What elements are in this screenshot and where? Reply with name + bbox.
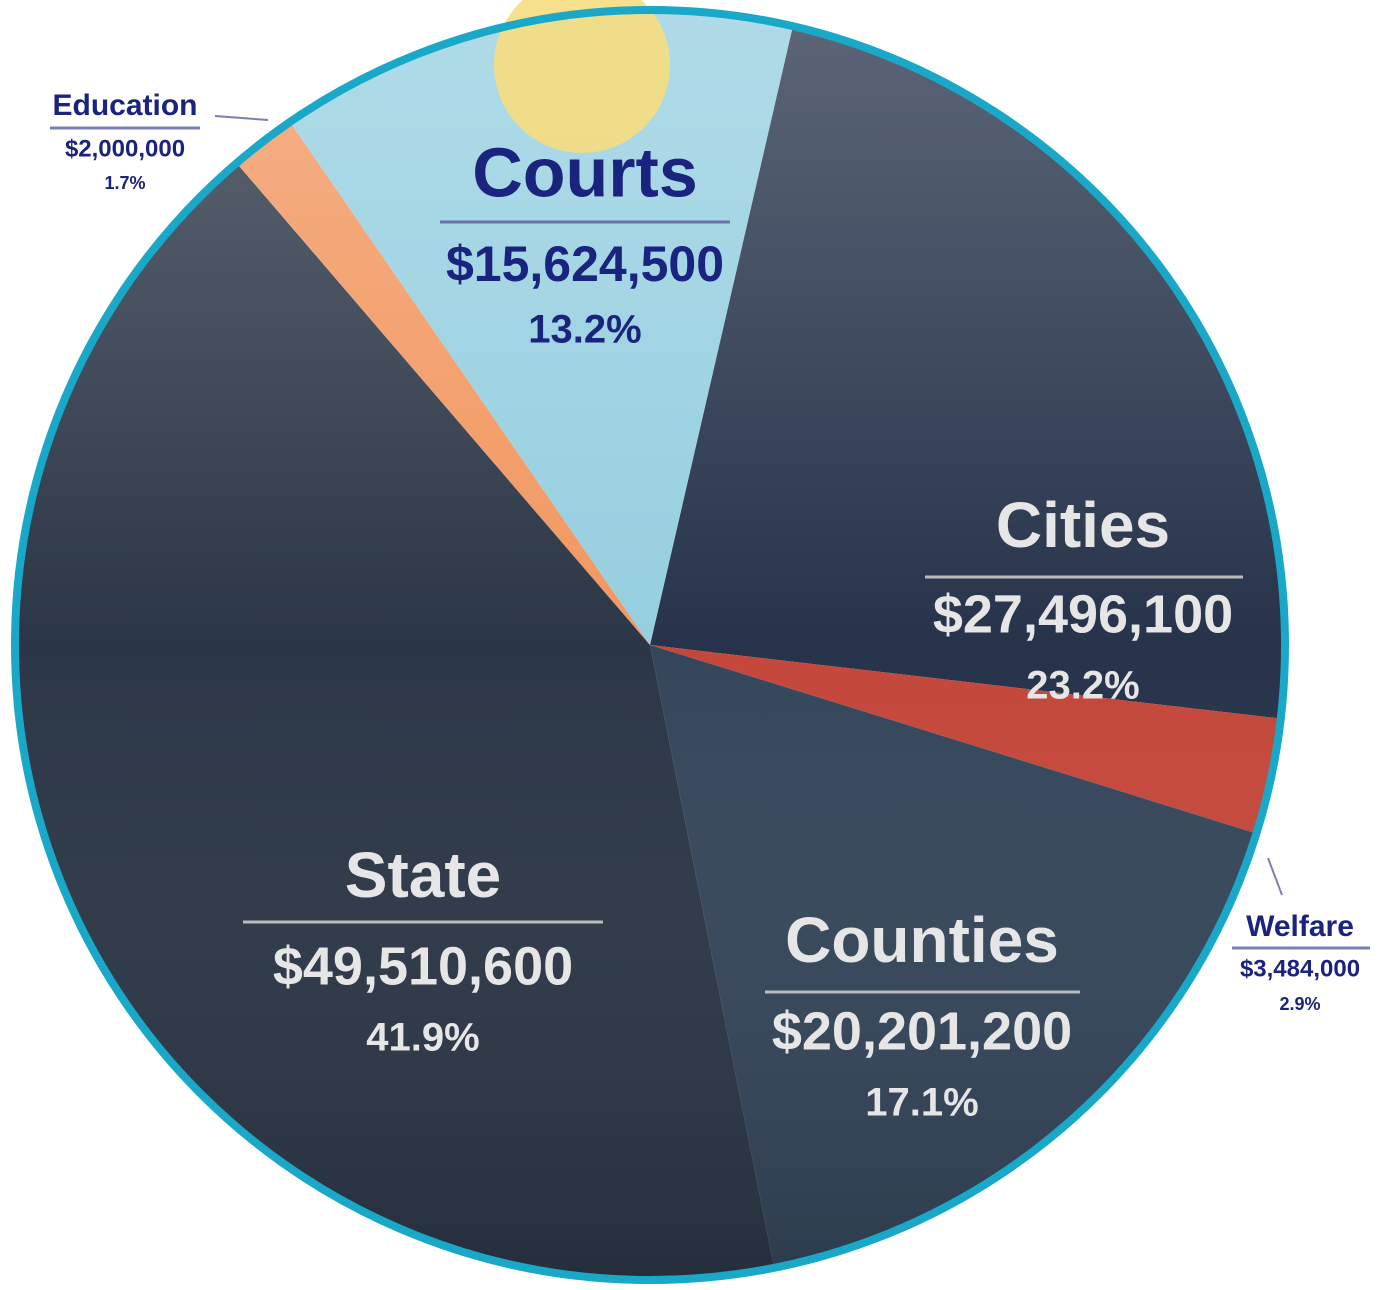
- slice-name: State: [345, 839, 502, 911]
- pie-shade: [15, 10, 1285, 1280]
- slice-share: 13.2%: [528, 308, 641, 352]
- slice-share: 23.2%: [1026, 664, 1139, 708]
- slice-share: 2.9%: [1279, 994, 1320, 1014]
- slice-value: $49,510,600: [273, 936, 573, 996]
- slice-value: $15,624,500: [446, 236, 724, 292]
- slice-name: Cities: [996, 489, 1170, 561]
- slice-name: Welfare: [1246, 910, 1354, 943]
- slice-value: $20,201,200: [772, 1001, 1072, 1061]
- sun: [494, 0, 670, 153]
- pie-border: [11, 6, 1289, 1284]
- slice-share: 41.9%: [366, 1016, 479, 1060]
- slice-value: $2,000,000: [65, 135, 185, 162]
- slice-share: 1.7%: [104, 173, 145, 193]
- slice-name: Courts: [472, 133, 698, 211]
- labels: Cities $27,496,100 23.2% Welfare $3,484,000 2…: [50, 89, 1370, 1125]
- leader-line: [1267, 857, 1283, 896]
- slice-share: 17.1%: [865, 1081, 978, 1125]
- slice-value: $27,496,100: [933, 584, 1233, 644]
- slice-name: Education: [52, 89, 197, 122]
- slice-value: $3,484,000: [1240, 955, 1360, 982]
- slice-name: Counties: [785, 904, 1059, 976]
- leader-line: [214, 115, 269, 121]
